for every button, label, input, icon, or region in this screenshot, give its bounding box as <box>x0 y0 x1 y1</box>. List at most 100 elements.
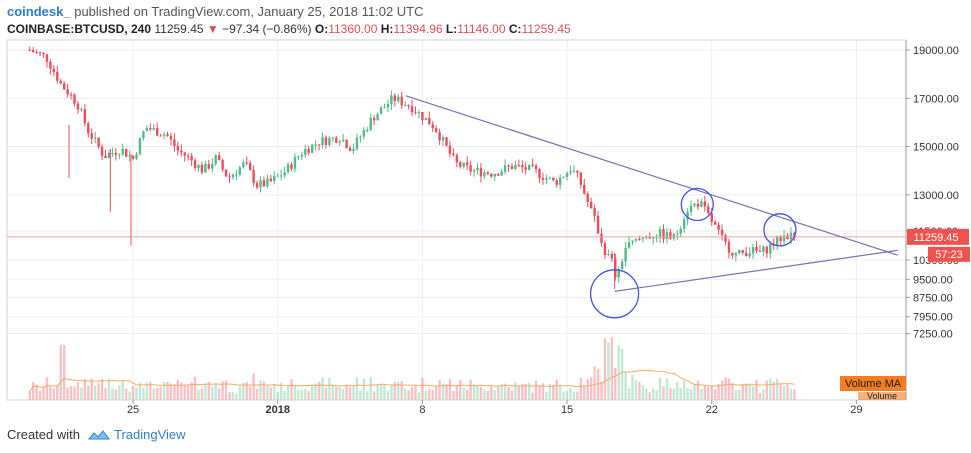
volume-bar <box>751 386 755 400</box>
candle-body <box>713 222 717 225</box>
candle-body <box>242 162 245 168</box>
open-label: O: <box>314 22 329 36</box>
highlight-circle <box>680 187 714 222</box>
volume-bar <box>500 384 503 400</box>
price-chart[interactable]: 19000.0017000.0015000.0013000.0011500.00… <box>0 0 971 420</box>
candle-body <box>748 253 751 257</box>
candle-body <box>720 229 724 236</box>
volume-bar <box>300 390 304 400</box>
volume-bar <box>80 387 83 400</box>
volume-bar <box>297 389 300 400</box>
candle-body <box>128 155 131 157</box>
candle-body <box>252 170 255 183</box>
candle-body <box>634 238 638 241</box>
volume-bar <box>183 385 186 400</box>
candle-body <box>648 236 651 239</box>
y-tick-label: 13000.00 <box>913 190 959 202</box>
candle-body <box>100 146 104 156</box>
volume-bar <box>614 367 617 400</box>
candle-body <box>366 129 369 131</box>
volume-bar <box>693 384 696 400</box>
candle-body <box>142 131 145 139</box>
candle-body <box>397 96 400 101</box>
candle-body <box>376 114 379 121</box>
candle-body <box>266 178 269 187</box>
volume-bar <box>596 368 600 400</box>
volume-bar <box>731 382 734 400</box>
volume-bar <box>314 383 317 400</box>
volume-bar <box>372 391 376 400</box>
volume-bar <box>631 375 634 400</box>
candle-body <box>304 148 307 155</box>
close-value: 11259.45 <box>521 22 571 36</box>
candle-body <box>738 249 741 254</box>
candle-body <box>569 171 572 173</box>
candle-body <box>479 167 483 177</box>
volume-bar <box>586 379 589 400</box>
candle-body <box>610 253 614 259</box>
candle-body <box>69 94 73 96</box>
candle-body <box>238 167 242 175</box>
candle-body <box>514 164 517 169</box>
volume-bar <box>455 384 459 400</box>
candle-body <box>655 237 658 239</box>
candle-body <box>138 138 142 155</box>
volume-bar <box>393 381 397 400</box>
candle-body <box>662 229 665 239</box>
candle-body <box>166 134 169 137</box>
volume-bar <box>662 386 665 400</box>
candle-body <box>314 144 317 146</box>
down-arrow-icon: ▼ <box>206 22 219 36</box>
candle-body <box>200 164 204 173</box>
volume-bar <box>421 377 424 400</box>
bar-timer-tag <box>928 246 970 262</box>
candle-body <box>503 165 507 172</box>
volume-bar <box>493 390 496 400</box>
candle-body <box>362 130 366 137</box>
candle-body <box>586 193 589 202</box>
volume-bar <box>655 390 658 400</box>
volume-bar <box>369 376 372 400</box>
volume-bar <box>552 384 555 400</box>
candle-body <box>386 104 390 108</box>
volume-bar <box>486 390 490 400</box>
volume-bar <box>362 378 366 400</box>
volume-bar <box>49 386 52 400</box>
candle-body <box>793 232 796 238</box>
volume-bar <box>114 389 118 400</box>
volume-bar <box>224 380 228 400</box>
candle-body <box>717 224 720 230</box>
last-price-tag <box>907 228 969 245</box>
candle-body <box>679 228 682 234</box>
author-name[interactable]: coindesk_ <box>7 4 71 19</box>
volume-bar <box>124 388 128 400</box>
volume-bar <box>386 390 390 400</box>
candle-body <box>197 164 200 168</box>
candle-body <box>462 162 465 167</box>
volume-bar <box>510 390 514 400</box>
candle-body <box>259 180 262 188</box>
volume-bar <box>59 345 62 400</box>
candle-body <box>269 178 273 182</box>
volume-bar <box>638 381 641 400</box>
candle-body <box>145 127 149 132</box>
volume-bar <box>410 386 414 400</box>
candle-body <box>87 123 90 134</box>
tradingview-link[interactable]: TradingView <box>113 427 186 442</box>
volume-bar <box>607 342 610 400</box>
volume-bar <box>589 376 593 400</box>
candle-body <box>317 144 321 146</box>
candle-body <box>335 137 338 143</box>
candle-body <box>221 159 224 170</box>
candle-body <box>180 150 183 153</box>
volume-bar <box>348 386 352 400</box>
volume-bar <box>107 378 111 400</box>
candle-body <box>207 164 211 169</box>
symbol-label: COINBASE:BTCUSD, 240 <box>7 22 152 36</box>
volume-bar <box>290 379 293 400</box>
volume-bar <box>521 383 524 400</box>
volume-bar <box>45 377 49 400</box>
volume-bar <box>383 384 386 400</box>
volume-bar <box>248 386 252 400</box>
volume-bar <box>514 381 517 400</box>
